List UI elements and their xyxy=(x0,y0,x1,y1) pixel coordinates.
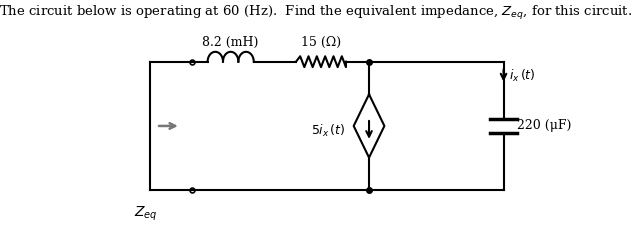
Text: $Z_{eq}$: $Z_{eq}$ xyxy=(135,205,158,223)
Text: $5i_x\,(t)$: $5i_x\,(t)$ xyxy=(312,123,346,139)
Text: The circuit below is operating at 60 (Hz).  Find the equivalent impedance, $Z_{e: The circuit below is operating at 60 (Hz… xyxy=(0,4,632,22)
Text: $i_x\,(t)$: $i_x\,(t)$ xyxy=(509,68,535,84)
Text: 8.2 (mH): 8.2 (mH) xyxy=(202,36,259,49)
Text: 15 (Ω): 15 (Ω) xyxy=(301,36,341,49)
Text: 220 (μF): 220 (μF) xyxy=(518,120,572,132)
